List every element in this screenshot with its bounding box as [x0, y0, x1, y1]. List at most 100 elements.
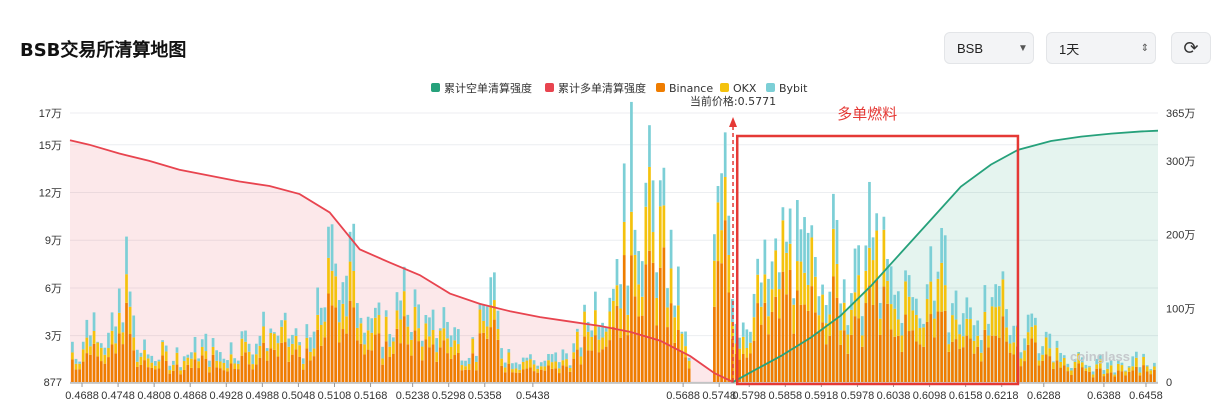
bar-binance — [662, 247, 666, 382]
bar-bybit — [911, 297, 915, 311]
bar-okx — [1095, 364, 1099, 369]
bar-binance — [536, 372, 540, 382]
x-tick-label: 0.6388 — [1087, 390, 1121, 402]
y-left-tick-label: 12万 — [39, 188, 62, 200]
legend-swatch — [766, 83, 775, 92]
bar-bybit — [990, 297, 994, 307]
bar-okx — [410, 339, 413, 356]
bar-okx — [117, 312, 121, 334]
bar-okx — [301, 363, 305, 370]
bar-binance — [788, 269, 792, 382]
bar-bybit — [99, 343, 103, 348]
bar-bybit — [875, 213, 879, 231]
bar-binance — [911, 330, 915, 382]
bar-binance — [806, 310, 810, 382]
bar-okx — [1080, 362, 1084, 368]
bar-binance — [543, 370, 547, 382]
bar-binance — [969, 338, 972, 382]
bar-bybit — [1127, 366, 1131, 368]
bar-okx — [1055, 347, 1059, 361]
bar-okx — [521, 361, 525, 370]
bar-binance — [1084, 370, 1088, 382]
bar-bybit — [842, 279, 846, 303]
bar-okx — [1142, 356, 1145, 366]
bar-bybit — [442, 307, 446, 329]
symbol-select-value: BSB — [957, 40, 984, 56]
bar-okx — [81, 349, 85, 362]
bar-bybit — [1062, 355, 1066, 358]
bar-bybit — [850, 293, 853, 310]
x-tick-label: 0.6218 — [985, 390, 1019, 402]
bar-binance — [550, 368, 554, 382]
bar-binance — [291, 354, 294, 382]
bar-okx — [132, 337, 136, 351]
bar-bybit — [958, 324, 961, 335]
bar-bybit — [637, 251, 640, 285]
bar-okx — [561, 360, 565, 366]
bar-okx — [1041, 354, 1044, 361]
bar-binance — [940, 311, 943, 382]
refresh-button[interactable]: ⟳ — [1171, 32, 1211, 64]
bar-bybit — [615, 259, 619, 286]
bar-okx — [846, 334, 850, 354]
bar-bybit — [294, 328, 298, 336]
bar-binance — [817, 330, 821, 382]
bar-bybit — [370, 318, 374, 333]
bar-okx — [720, 230, 723, 264]
bar-binance — [673, 342, 677, 382]
bar-binance — [792, 333, 796, 382]
bar-bybit — [648, 125, 651, 167]
bar-bybit — [366, 316, 370, 331]
bar-okx — [795, 261, 799, 291]
bar-okx — [175, 352, 179, 365]
bar-okx — [943, 285, 947, 311]
bar-binance — [835, 297, 839, 382]
bar-bybit — [211, 338, 215, 347]
bar-okx — [355, 327, 359, 341]
bar-okx — [875, 230, 879, 280]
interval-select[interactable]: 1天 ⇕ — [1046, 32, 1156, 64]
x-tick-label: 0.5048 — [282, 390, 316, 402]
bar-bybit — [954, 290, 958, 320]
x-tick-label: 0.5918 — [805, 390, 839, 402]
bar-binance — [334, 307, 338, 382]
bar-binance — [182, 369, 186, 382]
bar-okx — [204, 351, 208, 359]
bar-binance — [933, 337, 936, 382]
bar-okx — [788, 243, 792, 270]
bar-bybit — [1059, 352, 1062, 362]
bar-binance — [366, 349, 370, 382]
bar-bybit — [612, 288, 615, 301]
bar-bybit — [1113, 372, 1117, 375]
bar-binance — [565, 366, 568, 382]
bar-bybit — [539, 362, 543, 367]
symbol-select[interactable]: BSB ▼ — [944, 32, 1034, 64]
bar-bybit — [305, 324, 309, 338]
bar-bybit — [467, 357, 471, 365]
bar-bybit — [759, 282, 763, 307]
bar-bybit — [319, 307, 323, 325]
bar-binance — [431, 344, 435, 382]
bar-okx — [619, 308, 622, 338]
bar-binance — [886, 303, 889, 382]
caret-down-icon: ▼ — [1018, 42, 1028, 54]
bar-bybit — [456, 329, 460, 345]
bar-okx — [247, 351, 251, 365]
legend-label: OKX — [733, 82, 757, 95]
bar-binance — [96, 356, 100, 382]
bar-binance — [359, 343, 363, 382]
bar-bybit — [814, 257, 817, 277]
bar-okx — [648, 166, 651, 251]
bar-bybit — [925, 284, 929, 300]
bar-binance — [720, 263, 723, 382]
bar-okx — [1131, 366, 1135, 371]
bar-bybit — [868, 181, 871, 248]
bar-binance — [572, 358, 576, 382]
bar-okx — [940, 262, 943, 312]
bar-binance — [247, 364, 251, 382]
bar-bybit — [1008, 335, 1012, 344]
bar-okx — [503, 367, 507, 373]
y-right-tick-label: 300万 — [1166, 156, 1195, 168]
bar-bybit — [795, 200, 799, 262]
bar-okx — [334, 276, 338, 308]
